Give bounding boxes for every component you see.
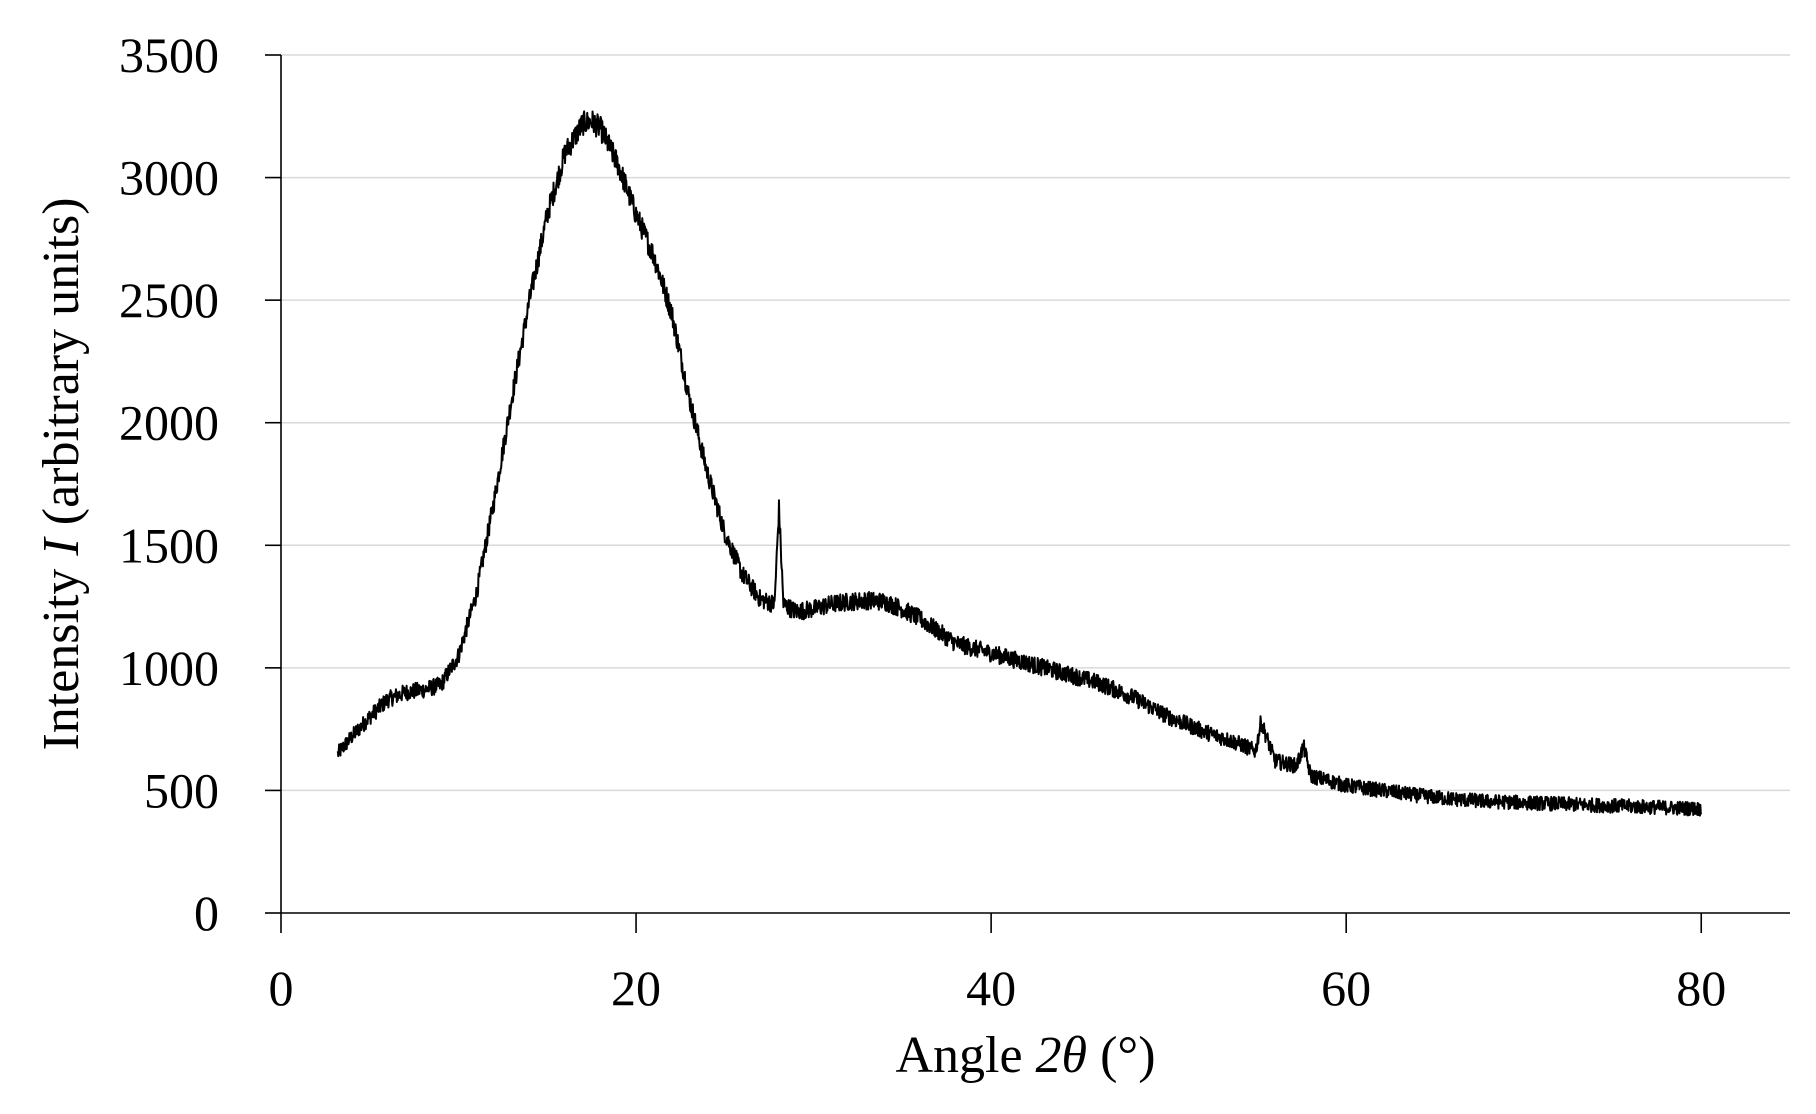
x-tick-label-0: 0 [269, 960, 294, 1016]
x-tick-label-80: 80 [1676, 960, 1726, 1016]
x-axis-title-var: 2θ [1036, 1027, 1088, 1084]
axis-ticks [265, 54, 1703, 933]
y-axis-title-var: I [33, 536, 90, 557]
x-axis-title: Angle 2θ (°) [895, 1027, 1155, 1084]
series-line [336, 110, 1703, 817]
x-tick-label-20: 20 [611, 960, 661, 1016]
x-axis-title-pre: Angle [895, 1027, 1035, 1084]
y-tick-label-1000: 1000 [119, 640, 219, 696]
y-axis-title-pre: Intensity [33, 556, 90, 751]
y-axis-title-post: (arbitrary units) [33, 197, 90, 538]
gridlines [281, 54, 1790, 792]
x-axis-title-post: (°) [1087, 1027, 1155, 1084]
y-tick-label-2500: 2500 [119, 272, 219, 328]
y-tick-label-3000: 3000 [119, 150, 219, 206]
y-tick-label-500: 500 [144, 762, 219, 818]
y-tick-label-2000: 2000 [119, 395, 219, 451]
x-tick-label-60: 60 [1321, 960, 1371, 1016]
y-tick-label-3500: 3500 [119, 27, 219, 83]
x-tick-label-40: 40 [966, 960, 1016, 1016]
y-tick-label-0: 0 [194, 885, 219, 941]
axis-tick-labels: 0 500 1000 1500 2000 2500 3000 3500 0 20 40 60 80 [119, 27, 1726, 1016]
y-axis-title: Intensity I (arbitrary units) [33, 197, 90, 750]
y-tick-label-1500: 1500 [119, 517, 219, 573]
